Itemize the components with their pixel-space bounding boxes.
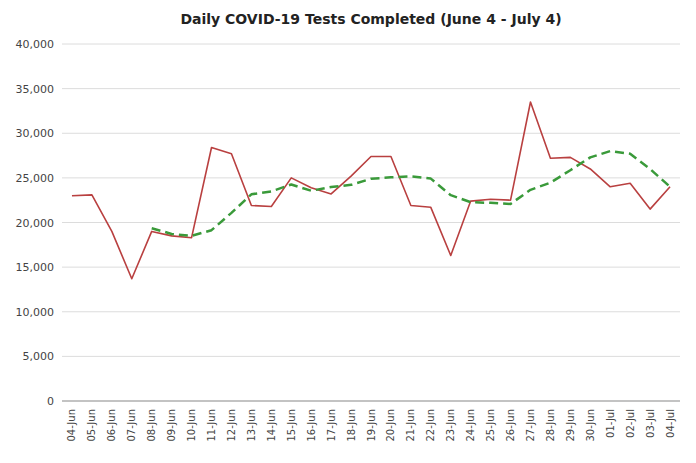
y-tick-label: 40,000 (16, 38, 55, 51)
y-tick-label: 5,000 (23, 350, 55, 363)
grid-line (62, 356, 680, 357)
x-tick-label: 14-Jun (266, 409, 277, 442)
x-tick-label: 17-Jun (326, 409, 337, 442)
x-tick-label: 19-Jun (366, 409, 377, 442)
y-tick-label: 0 (47, 395, 54, 408)
y-tick-label: 20,000 (16, 217, 55, 230)
x-tick-label: 29-Jun (565, 409, 576, 442)
grid-line (62, 267, 680, 268)
grid-line (62, 44, 680, 45)
x-tick-label: 06-Jun (106, 409, 117, 442)
y-tick-label: 10,000 (16, 306, 55, 319)
y-tick-label: 15,000 (16, 261, 55, 274)
x-tick-label: 11-Jun (206, 409, 217, 442)
grid-line (62, 88, 680, 89)
x-tick-label: 04-Jun (66, 409, 77, 442)
x-tick-label: 28-Jun (545, 409, 556, 442)
x-tick-label: 15-Jun (286, 409, 297, 442)
x-tick-label: 12-Jun (226, 409, 237, 442)
x-tick-label: 13-Jun (246, 409, 257, 442)
x-tick-label: 25-Jun (485, 409, 496, 442)
x-tick-label: 30-Jun (585, 409, 596, 442)
x-tick-label: 04-Jul (665, 409, 676, 438)
x-axis (62, 401, 680, 402)
series-line (152, 151, 670, 236)
x-tick-label: 21-Jun (405, 409, 416, 442)
title: Daily COVID-19 Tests Completed (June 4 -… (180, 11, 561, 27)
x-tick-label: 24-Jun (465, 409, 476, 442)
lines (72, 102, 670, 279)
x-tick-label: 16-Jun (306, 409, 317, 442)
grid-line (62, 222, 680, 223)
x-tick-label: 20-Jun (385, 409, 396, 442)
x-tick-label: 07-Jun (126, 409, 137, 442)
series-line (72, 102, 670, 279)
x-tick-label: 10-Jun (186, 409, 197, 442)
grid-line (62, 133, 680, 134)
grid (62, 44, 680, 401)
x-tick-label: 05-Jun (86, 409, 97, 442)
y-tick-label: 35,000 (16, 83, 55, 96)
grid-line (62, 401, 680, 402)
chart: Daily COVID-19 Tests Completed (June 4 -… (0, 0, 696, 463)
x-tick-label: 26-Jun (505, 409, 516, 442)
x-tick-label: 09-Jun (166, 409, 177, 442)
x-tick-label: 08-Jun (146, 409, 157, 442)
y-tick-label: 30,000 (16, 127, 55, 140)
x-tick-label: 02-Jul (625, 409, 636, 438)
y-tick-label: 25,000 (16, 172, 55, 185)
x-tick-label: 01-Jul (605, 409, 616, 438)
x-tick-label: 03-Jul (645, 409, 656, 438)
x-tick-label: 23-Jun (445, 409, 456, 442)
x-tick-label: 27-Jun (525, 409, 536, 442)
x-tick-label: 22-Jun (425, 409, 436, 442)
x-tick-label: 18-Jun (346, 409, 357, 442)
grid-line (62, 311, 680, 312)
